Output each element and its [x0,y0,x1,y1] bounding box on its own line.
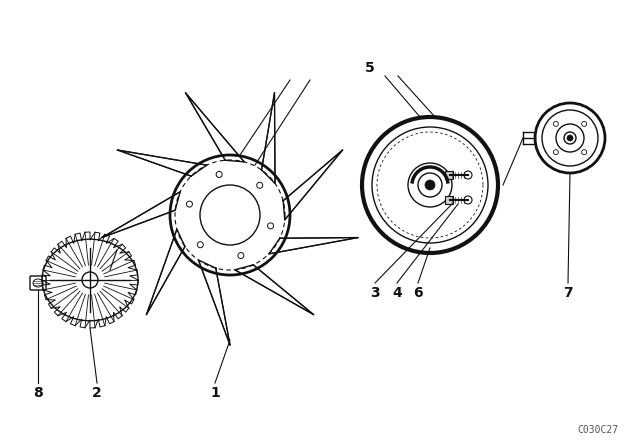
Text: 8: 8 [33,386,43,400]
Text: 3: 3 [370,286,380,300]
Text: 7: 7 [563,286,573,300]
Text: 4: 4 [392,286,402,300]
Bar [445,171,453,179]
Circle shape [82,272,98,288]
Bar [445,196,453,204]
Text: 2: 2 [92,386,102,400]
Text: 5: 5 [365,61,375,75]
Text: 1: 1 [210,386,220,400]
Text: 6: 6 [413,286,423,300]
Circle shape [567,135,573,141]
Circle shape [425,180,435,190]
Text: C030C27: C030C27 [577,425,618,435]
